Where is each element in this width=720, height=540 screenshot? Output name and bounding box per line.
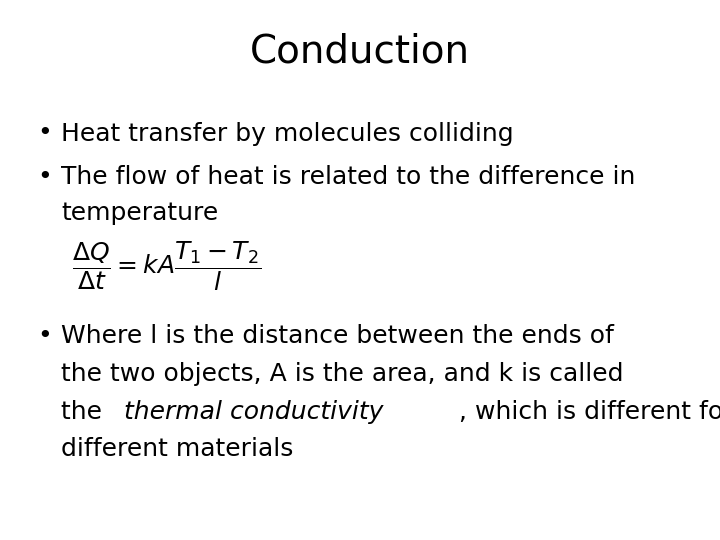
Text: •: • bbox=[37, 324, 52, 348]
Text: Heat transfer by molecules colliding: Heat transfer by molecules colliding bbox=[61, 122, 514, 145]
Text: temperature: temperature bbox=[61, 201, 218, 225]
Text: different materials: different materials bbox=[61, 437, 294, 461]
Text: Conduction: Conduction bbox=[250, 32, 470, 70]
Text: the: the bbox=[61, 400, 110, 423]
Text: $\dfrac{\Delta Q}{\Delta t} = kA\dfrac{T_1 - T_2}{l}$: $\dfrac{\Delta Q}{\Delta t} = kA\dfrac{T… bbox=[72, 240, 261, 293]
Text: •: • bbox=[37, 122, 52, 145]
Text: The flow of heat is related to the difference in: The flow of heat is related to the diffe… bbox=[61, 165, 636, 188]
Text: , which is different for: , which is different for bbox=[459, 400, 720, 423]
Text: the two objects, A is the area, and k is called: the two objects, A is the area, and k is… bbox=[61, 362, 624, 386]
Text: •: • bbox=[37, 165, 52, 188]
Text: thermal conductivity: thermal conductivity bbox=[125, 400, 384, 423]
Text: Where l is the distance between the ends of: Where l is the distance between the ends… bbox=[61, 324, 614, 348]
